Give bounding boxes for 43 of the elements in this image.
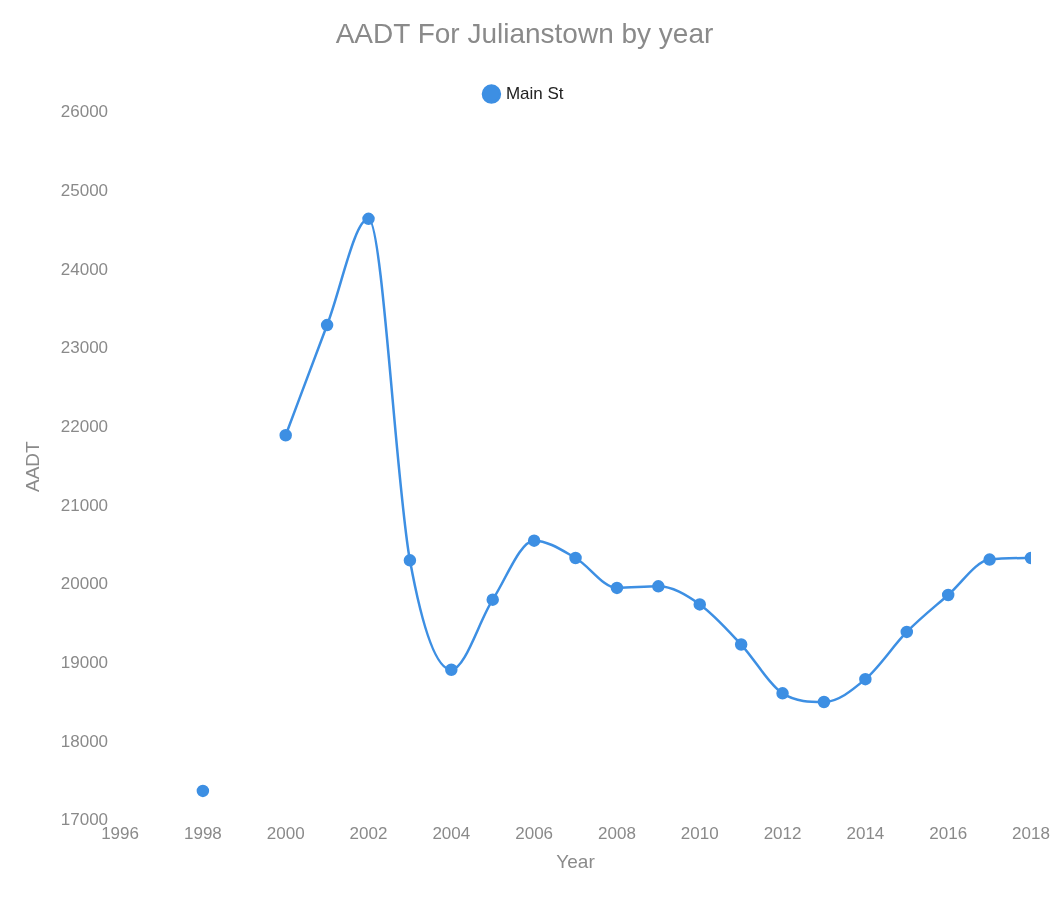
y-tick-label: 25000 [60,180,109,200]
point [983,553,996,566]
point [445,663,458,676]
point [486,593,499,606]
point [693,598,706,611]
x-tick-label: 2004 [432,823,471,843]
x-tick-label: 2006 [515,823,554,843]
chart-title: AADT For Julianstown by year [335,17,714,49]
point [900,625,914,639]
y-tick-label: 18000 [60,731,109,751]
x-axis-title: Year [556,850,596,872]
point [734,638,748,651]
x-tick-label: 1998 [183,823,222,843]
y-tick-label: 19000 [60,653,109,673]
x-tick-label: 2016 [929,823,968,843]
y-tick-label: 22000 [60,417,109,437]
y-tick-label: 21000 [60,495,109,515]
y-tick-label: 26000 [60,102,109,122]
x-tick-label: 2012 [763,823,802,843]
point [941,588,955,602]
point [859,672,872,686]
point [279,428,292,442]
x-tick-label: 2000 [266,823,305,843]
x-tick-label: 2002 [349,823,388,843]
x-tick-label: 2008 [598,823,636,843]
x-tick-label: 2010 [680,823,719,843]
x-tick-label: 2014 [846,823,885,843]
point [776,687,789,700]
y-tick-label: 24000 [60,259,109,279]
point [196,784,210,798]
point [652,580,665,593]
point [320,318,334,332]
point [610,581,624,595]
point [569,551,582,565]
y-tick-label: 20000 [60,574,109,594]
y-tick-label: 23000 [60,338,109,358]
y-axis-title: AADT [21,440,43,493]
point [403,554,417,567]
point [527,534,541,547]
legend-label: Main St [505,83,564,103]
point [817,695,831,709]
x-tick-label: 2018 [1012,823,1050,843]
point [362,212,375,226]
